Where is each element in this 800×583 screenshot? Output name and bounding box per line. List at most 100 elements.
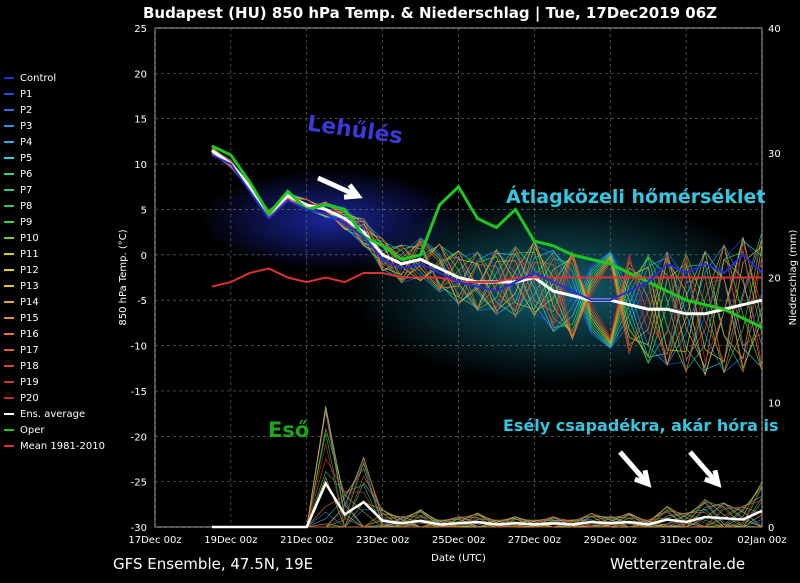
legend-label: P2 [20, 104, 33, 116]
x-tick-label: 21Dec 00z [280, 535, 333, 546]
legend-item: P12 [4, 262, 116, 278]
legend-item: P3 [4, 118, 116, 134]
legend-label: P11 [20, 248, 39, 260]
member-precip-line [211, 470, 763, 528]
annotation-rain: Eső [268, 418, 310, 442]
y-right-tick-label: 0 [768, 523, 774, 534]
legend-label: P14 [20, 296, 39, 308]
member-precip-line [211, 411, 763, 528]
legend-item: Ens. average [4, 406, 116, 422]
arrow-cooling-head [343, 183, 363, 200]
y-tick-label: -5 [137, 296, 147, 307]
series-line [211, 144, 763, 329]
legend-item: P20 [4, 390, 116, 406]
legend-label: Control [20, 72, 57, 84]
y-tick-label: -10 [131, 342, 147, 353]
x-axis-label: Date (UTC) [431, 553, 486, 564]
arrow-cooling [316, 175, 360, 199]
legend-swatch [4, 445, 14, 447]
legend-label: P3 [20, 120, 33, 132]
y-tick-label: 25 [134, 24, 147, 35]
legend-label: P5 [20, 152, 33, 164]
legend-item: P1 [4, 86, 116, 102]
legend-swatch [4, 253, 14, 255]
x-tick-label: 29Dec 00z [584, 535, 637, 546]
arrow-precip-1-head [633, 469, 652, 488]
legend-swatch [4, 237, 14, 239]
footer-brand: Wetterzentrale.de [610, 555, 746, 573]
legend-item: P19 [4, 374, 116, 390]
legend-item: P9 [4, 214, 116, 230]
legend-swatch [4, 173, 14, 175]
arrow-precip-1 [618, 450, 650, 486]
y-tick-label: -15 [131, 387, 147, 398]
legend-swatch [4, 317, 14, 319]
legend-item: P7 [4, 182, 116, 198]
legend-label: P19 [20, 376, 39, 388]
legend-label: P17 [20, 344, 39, 356]
legend-swatch [4, 157, 14, 159]
legend-swatch [4, 413, 14, 415]
x-tick-label: 19Dec 00z [204, 535, 257, 546]
legend-label: P8 [20, 200, 33, 212]
legend-swatch [4, 205, 14, 207]
legend-swatch [4, 333, 14, 335]
legend-swatch [4, 269, 14, 271]
legend-item: Oper [4, 422, 116, 438]
legend-label: Ens. average [20, 408, 86, 420]
y-tick-label: 10 [134, 160, 147, 171]
annotation-near-average: Átlagközeli hőmérséklet [506, 186, 766, 208]
legend-swatch [4, 141, 14, 143]
legend-label: Oper [20, 424, 45, 436]
legend-item: Mean 1981-2010 [4, 438, 116, 454]
legend-swatch [4, 349, 14, 351]
legend-label: P13 [20, 280, 39, 292]
legend-swatch [4, 429, 14, 431]
member-precip-line [211, 428, 762, 528]
legend-swatch [4, 301, 14, 303]
legend-swatch [4, 397, 14, 399]
y-right-tick-label: 30 [768, 149, 781, 160]
y-right-tick-label: 40 [768, 24, 781, 35]
legend-label: P18 [20, 360, 39, 372]
legend: Control P1 P2 P3 P4 P5 P6 P7 P8 P9 P10 P11 P12 P13 P14… [4, 70, 116, 454]
chart-title: Budapest (HU) 850 hPa Temp. & Niederschl… [142, 4, 718, 22]
legend-item: P10 [4, 230, 116, 246]
arrow-precip-2-head [703, 469, 722, 488]
series-line [211, 154, 763, 302]
legend-item: P8 [4, 198, 116, 214]
legend-label: P20 [20, 392, 39, 404]
legend-item: P6 [4, 166, 116, 182]
y-tick-label: 5 [141, 205, 147, 216]
footer-source: GFS Ensemble, 47.5N, 19E [113, 555, 314, 573]
y-right-tick-label: 10 [768, 398, 781, 409]
legend-swatch [4, 77, 14, 79]
y-tick-label: 20 [134, 69, 147, 80]
legend-item: P18 [4, 358, 116, 374]
legend-item: P15 [4, 310, 116, 326]
legend-label: Mean 1981-2010 [20, 440, 105, 452]
annotation-precip-chance: Esély csapadékra, akár hóra is [503, 416, 779, 435]
legend-label: P9 [20, 216, 33, 228]
legend-label: P4 [20, 136, 33, 148]
x-tick-label: 27Dec 00z [508, 535, 561, 546]
legend-swatch [4, 285, 14, 287]
legend-item: P4 [4, 134, 116, 150]
arrow-precip-2 [688, 450, 720, 486]
precip-average-line [211, 480, 763, 529]
legend-swatch [4, 221, 14, 223]
legend-swatch [4, 109, 14, 111]
member-precip-line [211, 443, 763, 528]
y-tick-label: 0 [141, 251, 147, 262]
legend-item: P14 [4, 294, 116, 310]
legend-item: Control [4, 70, 116, 86]
x-tick-label: 02Jan 00z [737, 535, 786, 546]
legend-swatch [4, 365, 14, 367]
legend-label: P16 [20, 328, 39, 340]
legend-label: P12 [20, 264, 39, 276]
series-line [211, 267, 762, 288]
member-precip-line [211, 458, 763, 528]
y-tick-label: -25 [131, 478, 147, 489]
y-axis-label: 850 hPa Temp. (°C) [118, 229, 129, 325]
